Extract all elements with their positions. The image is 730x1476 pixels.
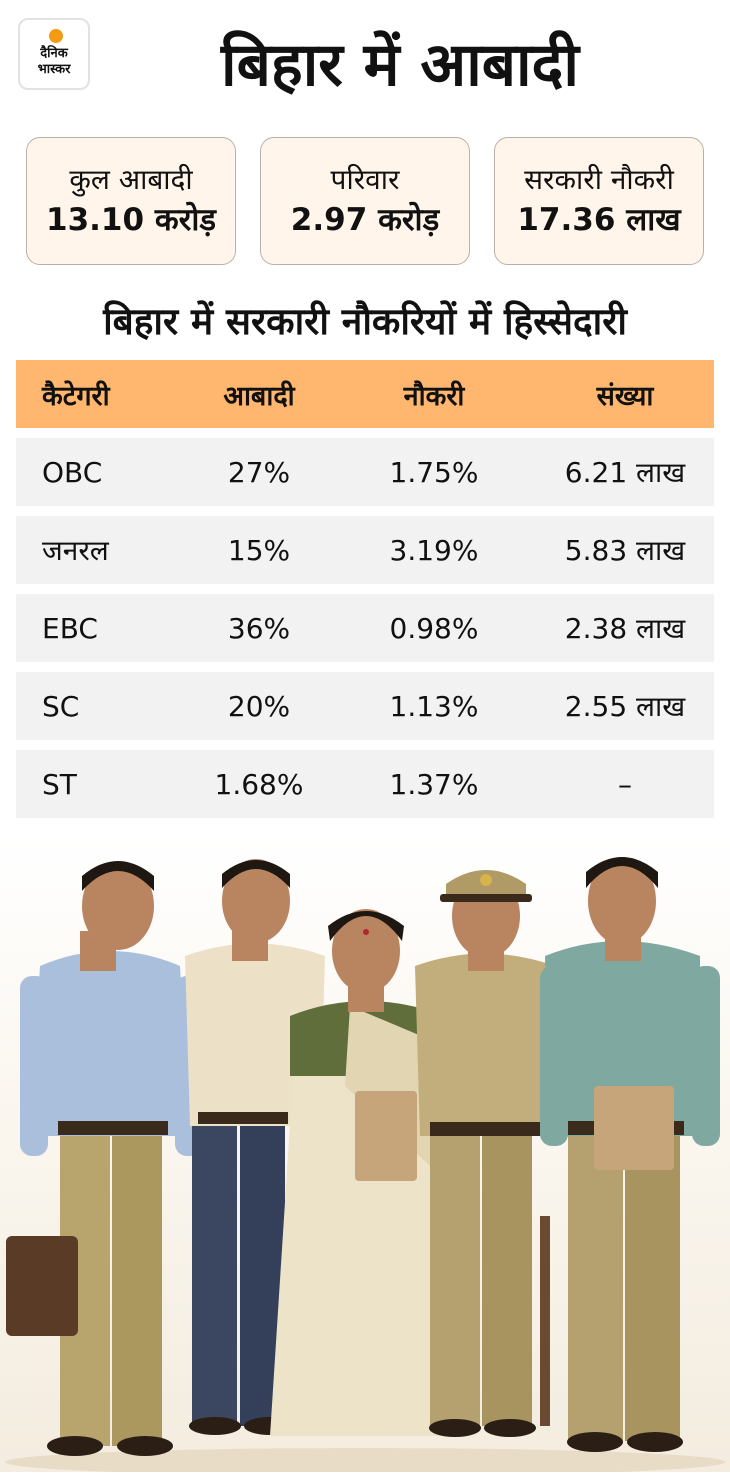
cell-category: जनरल [42,534,109,567]
share-table: कैटेगरी आबादी नौकरी संख्या OBC 27% 1.75%… [16,360,714,828]
stat-value: 17.36 लाख [517,202,681,238]
table-header-row: कैटेगरी आबादी नौकरी संख्या [16,360,714,428]
cell-count: 2.38 लाख [564,612,686,645]
cell-jobs: 3.19% [389,533,479,567]
brand-logo: दैनिक भास्कर [18,18,90,90]
cell-category: EBC [42,611,98,645]
stat-label: कुल आबादी [69,163,193,196]
header-category: कैटेगरी [42,380,110,412]
header-count: संख्या [596,380,654,412]
cell-population: 20% [227,689,291,723]
government-employees-illustration [0,836,730,1476]
cell-count: 5.83 लाख [564,534,686,567]
cell-jobs: 1.37% [389,767,479,801]
cell-jobs: 1.13% [389,689,479,723]
stat-card-govt-jobs: सरकारी नौकरी 17.36 लाख [494,137,704,265]
table-row: OBC 27% 1.75% 6.21 लाख [16,438,714,506]
table-row: जनरल 15% 3.19% 5.83 लाख [16,516,714,584]
cell-jobs: 0.98% [389,611,479,645]
table-row: EBC 36% 0.98% 2.38 लाख [16,594,714,662]
stats-row: कुल आबादी 13.10 करोड़ परिवार 2.97 करोड़ … [26,137,704,265]
table-row: SC 20% 1.13% 2.55 लाख [16,672,714,740]
cell-count: – [618,767,632,801]
police-officer-figure [415,870,555,1437]
man-cream-shirt-figure [185,859,325,1435]
cell-category: SC [42,689,80,723]
table-title: बिहार में सरकारी नौकरियों में हिस्सेदारी [103,299,627,343]
stat-card-families: परिवार 2.97 करोड़ [260,137,470,265]
logo-line-1: दैनिक [40,46,68,61]
cell-population: 27% [227,455,291,489]
man-blue-shirt-figure [6,861,203,1456]
cell-jobs: 1.75% [389,455,479,489]
logo-line-2: भास्कर [37,62,71,77]
cell-category: OBC [42,455,103,489]
stat-value: 13.10 करोड़ [46,202,216,238]
stat-label: परिवार [330,163,400,196]
cell-population: 36% [227,611,291,645]
header-population: आबादी [223,380,295,412]
cell-population: 1.68% [214,767,304,801]
stat-value: 2.97 करोड़ [290,202,440,238]
header-jobs: नौकरी [403,380,465,412]
table-row: ST 1.68% 1.37% – [16,750,714,818]
page-title: बिहार में आबादी [221,30,579,100]
man-teal-shirt-figure [540,857,720,1452]
stat-label: सरकारी नौकरी [524,163,674,196]
stat-card-population: कुल आबादी 13.10 करोड़ [26,137,236,265]
cell-count: 6.21 लाख [564,456,686,489]
cell-category: ST [42,767,77,801]
cell-count: 2.55 लाख [564,690,686,723]
cell-population: 15% [227,533,291,567]
sun-icon [49,29,63,43]
